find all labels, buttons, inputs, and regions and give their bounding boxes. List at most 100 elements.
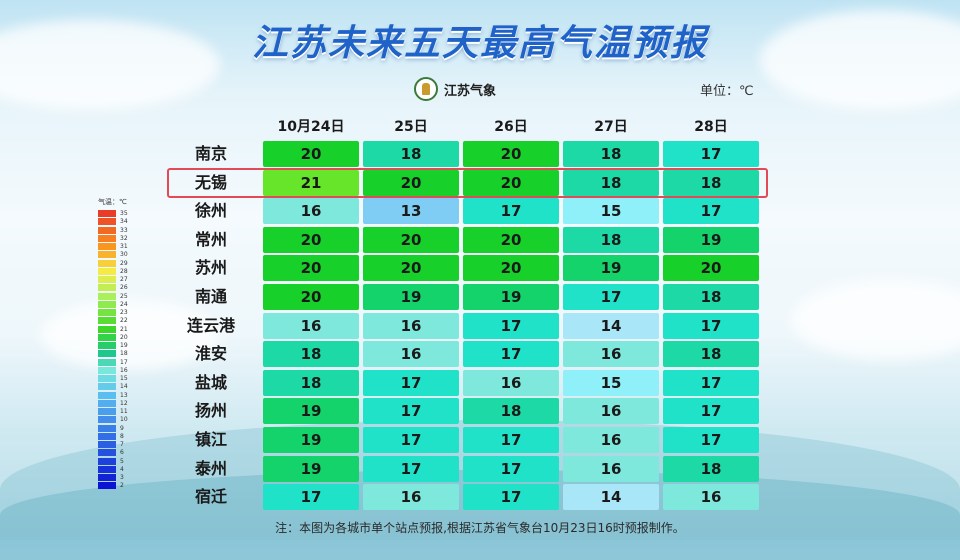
legend-tick-label: 26 bbox=[120, 284, 128, 291]
legend-swatch bbox=[98, 284, 116, 291]
page-title: 江苏未来五天最高气温预报 bbox=[251, 23, 708, 64]
temperature-cell: 17 bbox=[363, 456, 459, 482]
background-cloud bbox=[0, 20, 220, 110]
legend-tick-label: 12 bbox=[120, 400, 128, 407]
temperature-cell: 20 bbox=[363, 227, 459, 253]
legend-swatch bbox=[98, 218, 116, 225]
legend-swatch bbox=[98, 243, 116, 250]
legend-tick-label: 32 bbox=[120, 235, 128, 242]
temperature-cell: 20 bbox=[363, 170, 459, 196]
temperature-cell: 15 bbox=[563, 198, 659, 224]
temperature-cell: 16 bbox=[263, 313, 359, 339]
legend-tick-label: 13 bbox=[120, 392, 128, 399]
temperature-cell: 16 bbox=[263, 198, 359, 224]
temperature-cell: 17 bbox=[463, 198, 559, 224]
temperature-cell: 18 bbox=[663, 284, 759, 310]
logo-text: 江苏气象 bbox=[444, 83, 497, 99]
temperature-cell: 17 bbox=[363, 398, 459, 424]
legend-tick-label: 4 bbox=[120, 466, 124, 473]
legend-tick-label: 7 bbox=[120, 441, 124, 448]
legend-tick-label: 34 bbox=[120, 218, 128, 225]
temperature-cell: 18 bbox=[463, 398, 559, 424]
temperature-cell: 18 bbox=[563, 227, 659, 253]
temperature-cell: 17 bbox=[663, 427, 759, 453]
legend-swatch bbox=[98, 367, 116, 374]
legend-tick-label: 25 bbox=[120, 293, 128, 300]
temperature-cell: 17 bbox=[363, 370, 459, 396]
temperature-cell: 20 bbox=[463, 141, 559, 167]
temperature-cell: 16 bbox=[563, 341, 659, 367]
legend-swatch bbox=[98, 433, 116, 440]
temperature-cell: 19 bbox=[663, 227, 759, 253]
city-label: 南通 bbox=[194, 287, 227, 306]
legend-tick-label: 6 bbox=[120, 449, 124, 456]
column-header: 27日 bbox=[594, 119, 628, 135]
temperature-cell: 18 bbox=[663, 341, 759, 367]
legend-title: 气温：℃ bbox=[98, 198, 127, 206]
temperature-cell: 18 bbox=[663, 456, 759, 482]
unit-label: 单位：℃ bbox=[700, 84, 754, 99]
legend-swatch bbox=[98, 317, 116, 324]
legend-swatch bbox=[98, 383, 116, 390]
legend-tick-label: 29 bbox=[120, 260, 128, 267]
city-label: 镇江 bbox=[194, 430, 227, 449]
background-cloud bbox=[40, 300, 220, 370]
temperature-cell: 17 bbox=[363, 427, 459, 453]
temperature-cell: 17 bbox=[563, 284, 659, 310]
legend-tick-label: 9 bbox=[120, 425, 124, 432]
temperature-cell: 20 bbox=[263, 227, 359, 253]
legend-tick-label: 16 bbox=[120, 367, 128, 374]
legend-tick-label: 33 bbox=[120, 227, 128, 234]
temperature-cell: 20 bbox=[263, 284, 359, 310]
temperature-cell: 20 bbox=[463, 227, 559, 253]
legend-swatch bbox=[98, 375, 116, 382]
column-header: 25日 bbox=[394, 119, 428, 135]
column-header: 26日 bbox=[494, 119, 528, 135]
temperature-cell: 18 bbox=[363, 141, 459, 167]
logo: 江苏气象 bbox=[414, 76, 496, 102]
legend-swatch bbox=[98, 276, 116, 283]
temperature-cell: 19 bbox=[563, 255, 659, 281]
temperature-cell: 16 bbox=[563, 427, 659, 453]
background-cloud bbox=[790, 280, 960, 360]
temperature-cell: 16 bbox=[663, 484, 759, 510]
city-label: 常州 bbox=[194, 230, 227, 249]
temperature-cell: 18 bbox=[663, 170, 759, 196]
legend-swatch bbox=[98, 350, 116, 357]
temperature-cell: 17 bbox=[663, 141, 759, 167]
temperature-cell: 20 bbox=[663, 255, 759, 281]
city-label: 淮安 bbox=[194, 344, 227, 363]
legend-swatch bbox=[98, 359, 116, 366]
legend-swatch bbox=[98, 482, 116, 489]
legend-tick-label: 18 bbox=[120, 350, 128, 357]
legend-tick-label: 15 bbox=[120, 375, 128, 382]
legend-swatch bbox=[98, 309, 116, 316]
temperature-cell: 17 bbox=[463, 341, 559, 367]
emblem-icon bbox=[414, 77, 438, 101]
temperature-cell: 17 bbox=[463, 484, 559, 510]
legend-tick-label: 3 bbox=[120, 474, 124, 481]
legend-tick-label: 35 bbox=[120, 210, 128, 217]
legend-tick-label: 20 bbox=[120, 334, 128, 341]
temperature-cell: 16 bbox=[463, 370, 559, 396]
temperature-cell: 18 bbox=[263, 370, 359, 396]
legend-tick-label: 8 bbox=[120, 433, 124, 440]
legend-swatch bbox=[98, 425, 116, 432]
legend-swatch bbox=[98, 251, 116, 258]
city-label: 无锡 bbox=[194, 173, 227, 192]
temperature-cell: 17 bbox=[663, 313, 759, 339]
temperature-cell: 13 bbox=[363, 198, 459, 224]
legend-tick-label: 23 bbox=[120, 309, 128, 316]
legend-swatch bbox=[98, 227, 116, 234]
city-label: 宿迁 bbox=[194, 487, 227, 506]
legend-tick-label: 28 bbox=[120, 268, 128, 275]
legend-tick-label: 19 bbox=[120, 342, 128, 349]
column-header: 28日 bbox=[694, 119, 728, 135]
temperature-cell: 20 bbox=[363, 255, 459, 281]
legend-tick-label: 2 bbox=[120, 482, 124, 489]
temperature-cell: 17 bbox=[663, 370, 759, 396]
legend-tick-label: 5 bbox=[120, 458, 124, 465]
city-label: 苏州 bbox=[194, 258, 227, 277]
legend-swatch bbox=[98, 441, 116, 448]
temperature-cell: 16 bbox=[563, 456, 659, 482]
